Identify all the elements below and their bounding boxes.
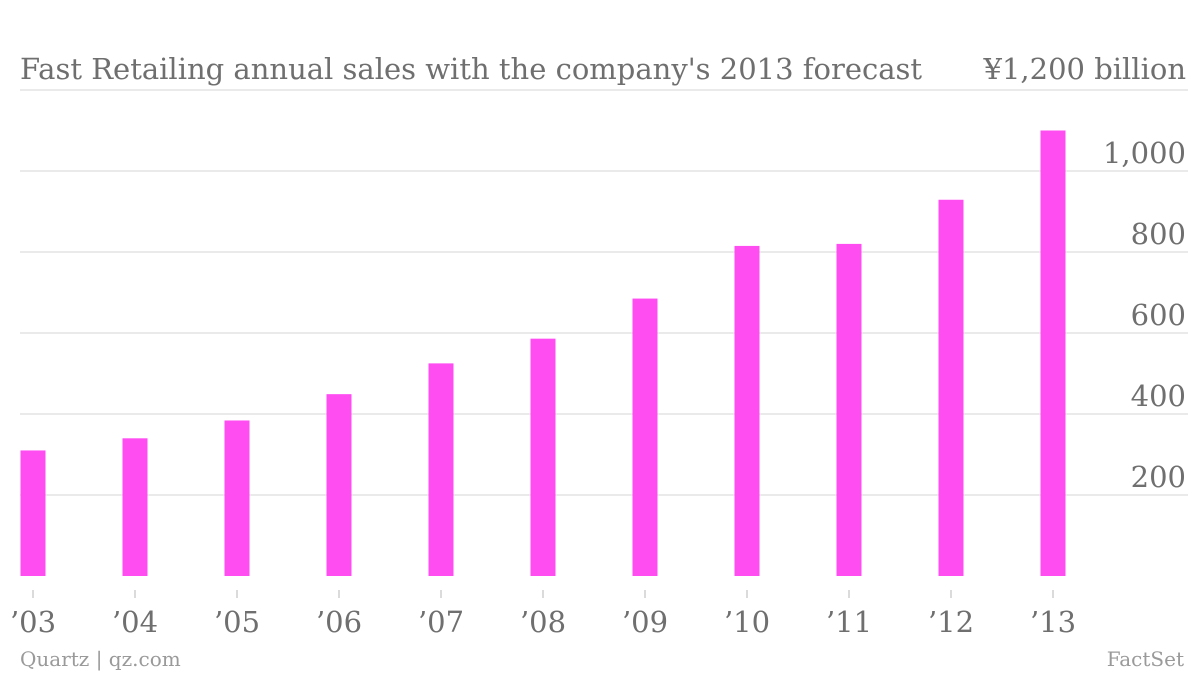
x-tick-label: ’05: [214, 605, 260, 639]
bar: [836, 243, 862, 576]
x-tick-label: ’08: [520, 605, 566, 639]
x-tick-labels: ’03 ’04 ’05 ’06 ’07 ’08 ’09 ’10 ’11 ’12 ’13: [10, 590, 1076, 639]
bar: [938, 199, 964, 576]
y-tick-labels: 200 400 600 800 1,000: [1103, 136, 1186, 494]
x-tick-label: ’11: [826, 605, 872, 639]
x-tick-label: ’03: [10, 605, 56, 639]
y-tick-label: 600: [1131, 298, 1186, 332]
y-tick-label: 1,000: [1103, 136, 1186, 170]
y-tick-label: 800: [1131, 217, 1186, 251]
bar: [632, 298, 658, 576]
bar: [530, 338, 556, 576]
footer-source: Quartz | qz.com: [20, 647, 181, 671]
x-tick-label: ’13: [1030, 605, 1076, 639]
x-tick-label: ’12: [928, 605, 974, 639]
x-tick-label: ’07: [418, 605, 464, 639]
x-tick-label: ’06: [316, 605, 362, 639]
bar: [122, 438, 148, 576]
y-tick-label: 200: [1131, 460, 1186, 494]
bar: [428, 363, 454, 576]
bar: [224, 420, 250, 576]
chart-title: Fast Retailing annual sales with the com…: [20, 52, 923, 86]
bar: [326, 394, 352, 576]
bar: [20, 450, 46, 576]
y-tick-label: 400: [1131, 379, 1186, 413]
x-tick-label: ’04: [112, 605, 158, 639]
bar: [1040, 130, 1066, 576]
x-tick-label: ’10: [724, 605, 770, 639]
bar: [734, 245, 760, 577]
y-axis-unit-label: ¥1,200 billion: [983, 52, 1187, 86]
gridlines: [20, 89, 1188, 496]
x-tick-label: ’09: [622, 605, 668, 639]
footer-data-credit: FactSet: [1106, 647, 1184, 671]
bars: [20, 130, 1066, 577]
